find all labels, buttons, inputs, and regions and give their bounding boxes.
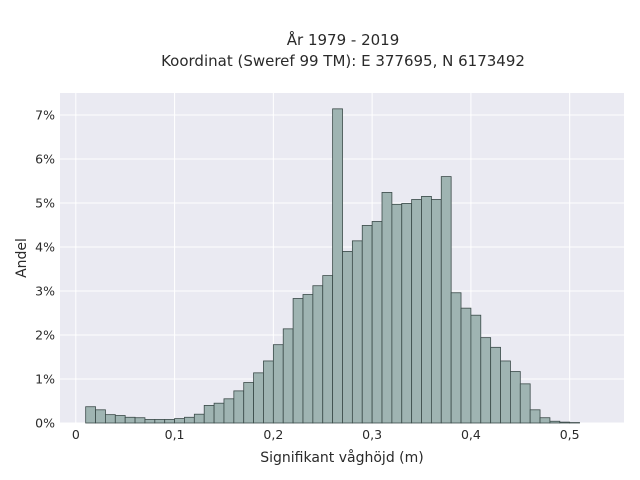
histogram-bar	[351, 240, 363, 424]
y-tick-label: 4%	[35, 240, 55, 255]
histogram-bar	[539, 417, 551, 424]
histogram-bar	[144, 419, 156, 424]
y-axis-label: Andel	[14, 238, 30, 278]
histogram-bar	[440, 176, 452, 424]
x-axis-label: Signifikant våghöjd (m)	[260, 449, 423, 466]
histogram-bar	[105, 414, 116, 424]
y-tick-label: 1%	[35, 372, 55, 387]
histogram-bar	[203, 404, 215, 424]
y-tick-label: 2%	[35, 328, 55, 343]
y-tick-label: 3%	[35, 284, 55, 299]
histogram-bar	[164, 419, 175, 424]
x-tick-label: 0,2	[263, 427, 283, 442]
x-tick-label: 0,1	[165, 427, 185, 442]
histogram-bar	[381, 192, 393, 424]
y-tick-labels: 0% 1% 2% 3% 4% 5% 6% 7%	[35, 108, 55, 431]
histogram-bar	[470, 314, 482, 424]
histogram-bar	[430, 199, 442, 424]
histogram-bar	[480, 337, 492, 424]
histogram-bar	[332, 108, 343, 424]
histogram-bar	[312, 285, 324, 424]
histogram-bar	[223, 398, 235, 424]
y-tick-label: 7%	[35, 108, 55, 123]
y-tick-label: 5%	[35, 196, 55, 211]
x-tick-label: 0	[72, 427, 80, 442]
histogram-bar	[519, 383, 531, 424]
histogram-bar	[500, 360, 511, 424]
histogram-bar	[124, 416, 136, 424]
histogram-bar	[134, 417, 146, 424]
histogram-bar	[450, 292, 462, 424]
histogram-bar	[529, 409, 541, 424]
histogram-bar	[421, 195, 432, 424]
histogram-bar	[490, 346, 501, 424]
histogram-bar	[233, 390, 245, 424]
histogram-bars	[85, 108, 580, 424]
histogram-bar	[460, 307, 472, 424]
histogram-bar	[174, 418, 185, 424]
histogram-bar	[193, 413, 205, 424]
histogram-bar	[282, 328, 294, 424]
histogram-bar	[154, 419, 166, 424]
y-tick-label: 0%	[35, 416, 55, 431]
histogram-bar	[371, 221, 383, 424]
histogram-bar	[253, 372, 264, 424]
chart-title-line1: År 1979 - 2019	[287, 30, 400, 49]
x-tick-label: 0,4	[461, 427, 481, 442]
histogram-bar	[361, 225, 373, 424]
histogram-bar	[559, 421, 571, 424]
histogram-bar	[114, 415, 126, 424]
histogram-bar	[95, 409, 106, 424]
histogram-bar	[85, 406, 96, 424]
histogram-bar	[302, 294, 314, 424]
histogram-bar	[213, 402, 225, 424]
histogram-bar	[292, 298, 304, 424]
x-tick-labels: 0 0,1 0,2 0,3 0,4 0,5	[72, 427, 580, 442]
x-tick-label: 0,5	[560, 427, 580, 442]
y-tick-label: 6%	[35, 152, 55, 167]
histogram-bar	[411, 199, 422, 424]
histogram-bar	[401, 203, 413, 424]
histogram-bar	[510, 371, 521, 424]
histogram-bar	[184, 416, 195, 424]
histogram-bar	[322, 275, 334, 424]
histogram-bar	[272, 344, 284, 424]
histogram-bar	[549, 420, 561, 424]
histogram-bar	[263, 360, 274, 424]
histogram-bar	[243, 382, 254, 424]
histogram-bar	[342, 250, 353, 424]
chart-title-line2: Koordinat (Sweref 99 TM): E 377695, N 61…	[161, 52, 525, 70]
histogram-bar	[391, 203, 403, 424]
x-tick-label: 0,3	[362, 427, 382, 442]
